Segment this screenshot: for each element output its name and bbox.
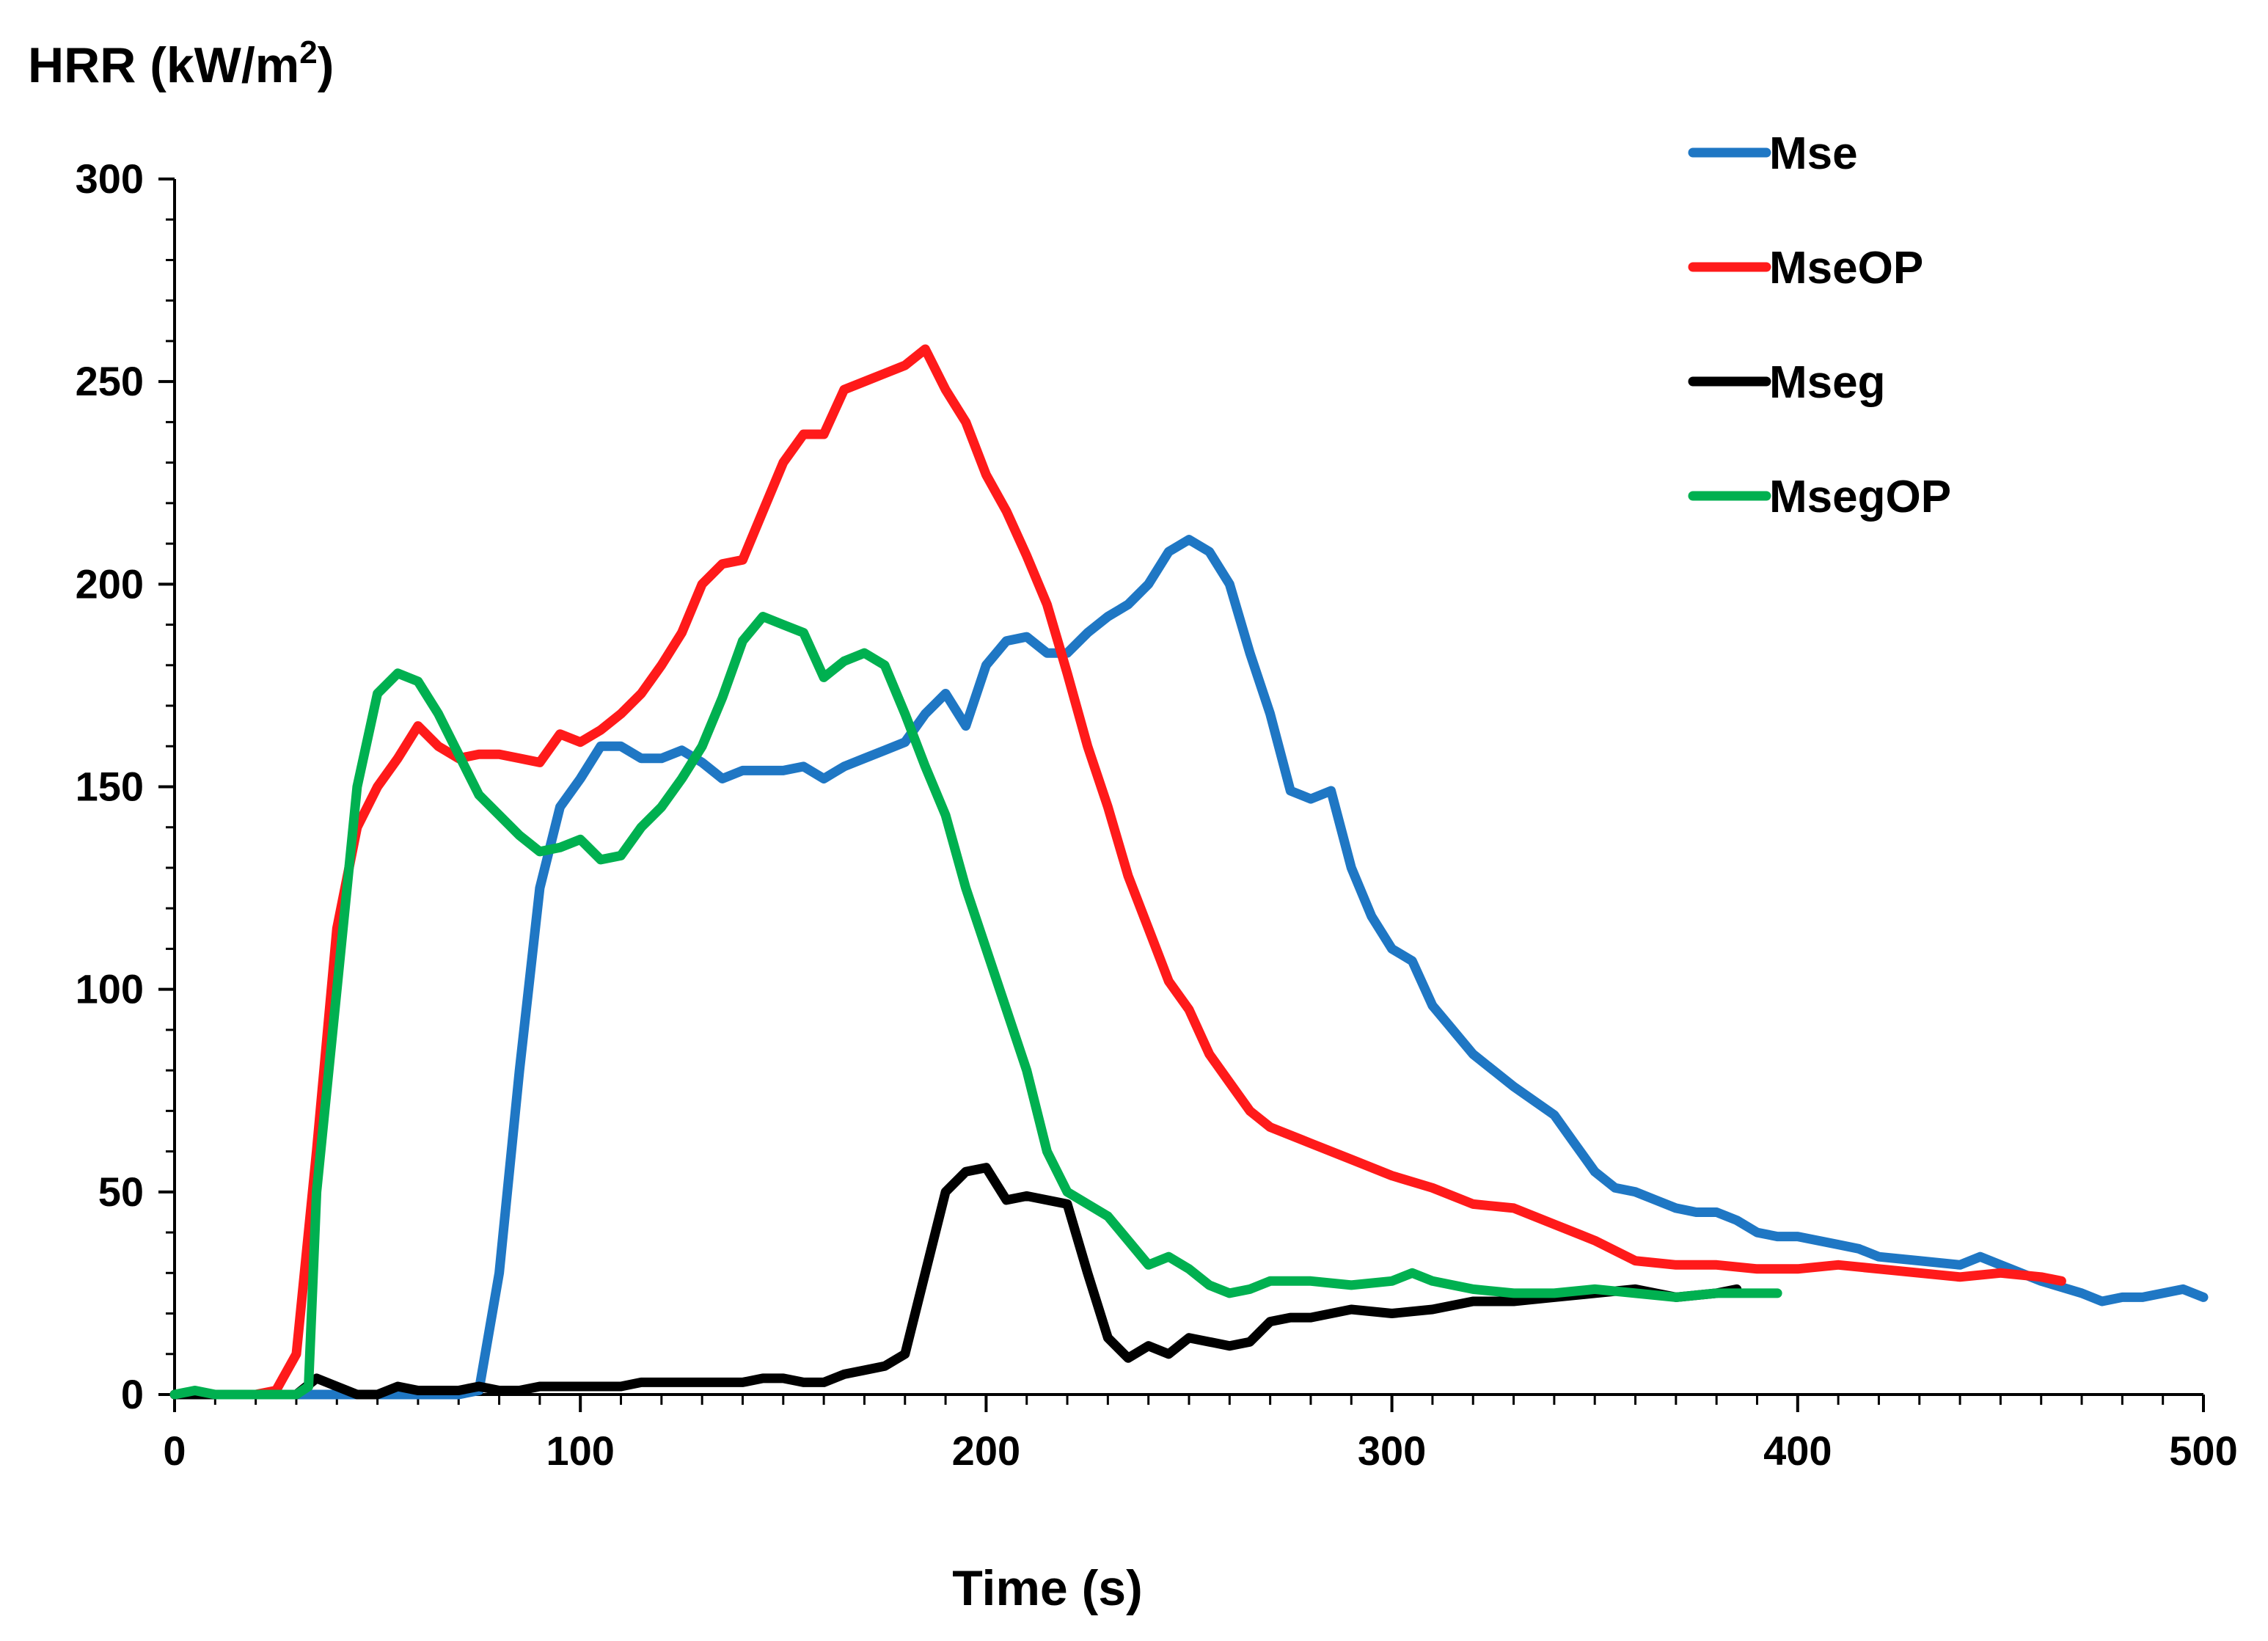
y-axis-title-superscript: 2 bbox=[299, 34, 317, 70]
legend: Mse MseOP Mseg MsegOP bbox=[1688, 128, 1951, 522]
series-line-mse bbox=[169, 535, 2209, 1400]
y-tick-label: 200 bbox=[76, 560, 144, 607]
series-line-msegop bbox=[169, 612, 1782, 1400]
x-tick-label: 0 bbox=[163, 1428, 186, 1474]
y-tick-label: 150 bbox=[76, 764, 144, 810]
y-tick-label: 250 bbox=[76, 358, 144, 404]
series-line-mseg bbox=[169, 1163, 1742, 1400]
y-axis-title-main: HRR (kW/m bbox=[28, 37, 299, 93]
legend-label-mse: Mse bbox=[1769, 128, 1858, 179]
x-tick-label: 100 bbox=[546, 1428, 614, 1474]
axes: 0 50 100 150 200 250 300 0 100 200 300 400 500 bbox=[76, 156, 2238, 1474]
x-axis-title: Time (s) bbox=[952, 1560, 1142, 1616]
y-axis-title: HRR (kW/m2) bbox=[28, 34, 334, 93]
legend-label-msegop: MsegOP bbox=[1769, 472, 1951, 522]
legend-label-mseop: MseOP bbox=[1769, 243, 1923, 293]
series-layer bbox=[169, 344, 2209, 1400]
x-tick-label: 300 bbox=[1358, 1428, 1426, 1474]
y-tick-label: 100 bbox=[76, 966, 144, 1012]
y-tick-label: 50 bbox=[98, 1169, 144, 1215]
x-tick-label: 500 bbox=[2169, 1428, 2237, 1474]
x-tick-label: 200 bbox=[952, 1428, 1020, 1474]
y-axis-title-end: ) bbox=[318, 37, 334, 93]
x-tick-label: 400 bbox=[1763, 1428, 1832, 1474]
y-tick-label: 0 bbox=[121, 1371, 144, 1417]
legend-label-mseg: Mseg bbox=[1769, 357, 1885, 408]
y-tick-label: 300 bbox=[76, 156, 144, 202]
